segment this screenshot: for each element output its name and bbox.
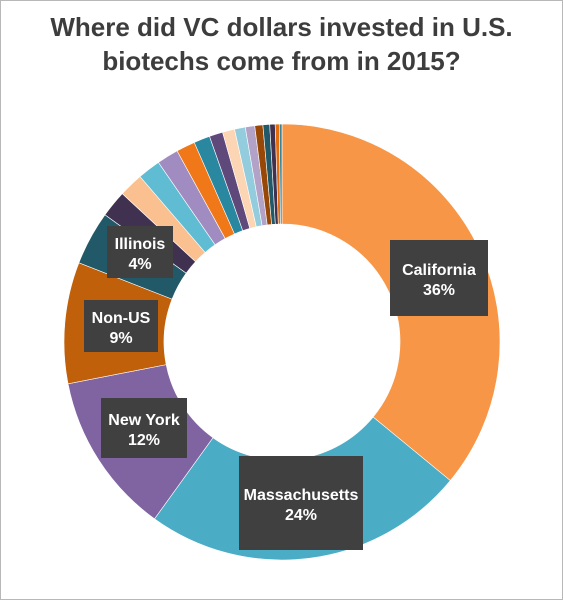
chart-title-line-2: biotechs come from in 2015? — [102, 46, 461, 76]
label-illinois: Illinois 4% — [107, 226, 173, 278]
slice-label-value: 12% — [128, 432, 160, 449]
label-box — [84, 300, 158, 352]
chart-title-line-1: Where did VC dollars invested in U.S. — [50, 12, 513, 42]
chart-title: Where did VC dollars invested in U.S. bi… — [0, 10, 563, 78]
slice-label-value: 24% — [285, 507, 317, 524]
slice-california — [281, 123, 501, 482]
label-massachusetts: Massachusetts 24% — [239, 456, 363, 550]
slice-label-value: 36% — [423, 282, 455, 299]
label-california: California 36% — [390, 240, 488, 316]
slice-label-name: New York — [108, 412, 180, 429]
label-new-york: New York 12% — [101, 398, 187, 458]
label-box — [101, 398, 187, 458]
slice-label-name: Illinois — [115, 236, 166, 253]
label-non-us: Non-US 9% — [84, 300, 158, 352]
label-box — [239, 456, 363, 550]
slice-label-value: 9% — [109, 330, 132, 347]
slice-label-name: Massachusetts — [244, 487, 359, 504]
slice-label-name: Non-US — [92, 310, 151, 327]
slice-other-19 — [278, 123, 283, 225]
slice-label-name: California — [402, 262, 476, 279]
label-box — [107, 226, 173, 278]
slice-label-value: 4% — [128, 256, 151, 273]
slice-labels: California 36% Massachusetts 24% New York 12%… — [84, 226, 488, 550]
label-box — [390, 240, 488, 316]
